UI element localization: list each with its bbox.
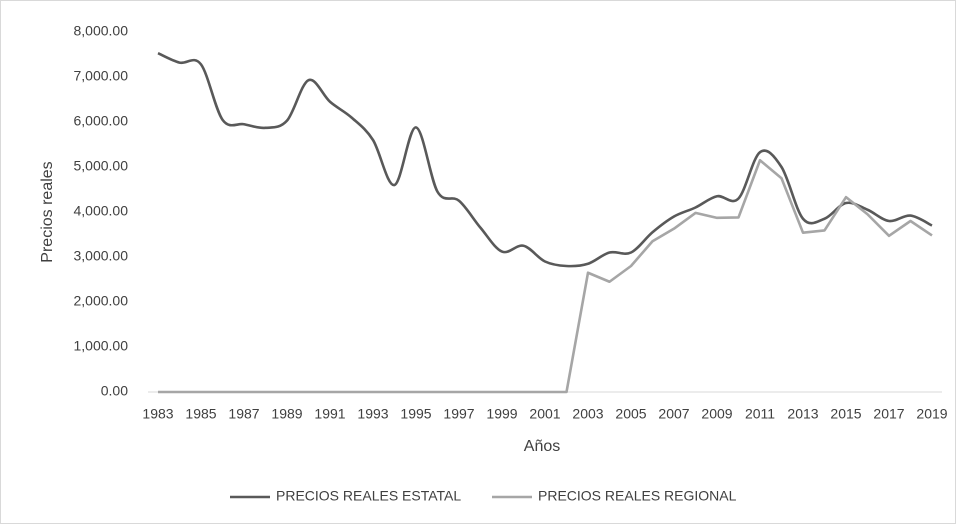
x-tick-label: 1987 <box>228 406 259 422</box>
x-tick-label: 2005 <box>615 406 646 422</box>
legend-label: PRECIOS REALES REGIONAL <box>538 488 737 504</box>
x-tick-label: 2001 <box>529 406 560 422</box>
x-tick-label: 1999 <box>486 406 517 422</box>
series-line <box>157 51 933 268</box>
y-tick-label: 0.00 <box>101 383 128 399</box>
x-tick-label: 2007 <box>658 406 689 422</box>
y-axis-label: Precios reales <box>39 161 56 262</box>
y-tick-label: 4,000.00 <box>74 203 129 219</box>
y-tick-label: 2,000.00 <box>74 293 129 309</box>
x-tick-label: 2019 <box>916 406 947 422</box>
y-tick-label: 1,000.00 <box>74 338 129 354</box>
x-tick-label: 2015 <box>830 406 861 422</box>
y-tick-label: 5,000.00 <box>74 158 129 174</box>
x-tick-label: 1993 <box>357 406 388 422</box>
y-tick-label: 8,000.00 <box>74 23 129 39</box>
y-tick-label: 7,000.00 <box>74 68 129 84</box>
x-tick-label: 1989 <box>271 406 302 422</box>
x-axis-label: Años <box>524 438 560 455</box>
x-tick-label: 1985 <box>185 406 216 422</box>
x-tick-label: 1997 <box>443 406 474 422</box>
y-tick-label: 3,000.00 <box>74 248 129 264</box>
x-tick-label: 2017 <box>873 406 904 422</box>
x-tick-label: 2011 <box>745 406 775 422</box>
y-tick-label: 6,000.00 <box>74 113 129 129</box>
x-tick-label: 2003 <box>572 406 603 422</box>
x-tick-label: 2009 <box>701 406 732 422</box>
x-tick-label: 1983 <box>142 406 173 422</box>
x-tick-label: 2013 <box>787 406 818 422</box>
x-tick-label: 1991 <box>314 406 345 422</box>
legend-label: PRECIOS REALES ESTATAL <box>276 488 461 504</box>
series-line <box>158 158 933 394</box>
x-tick-label: 1995 <box>400 406 431 422</box>
